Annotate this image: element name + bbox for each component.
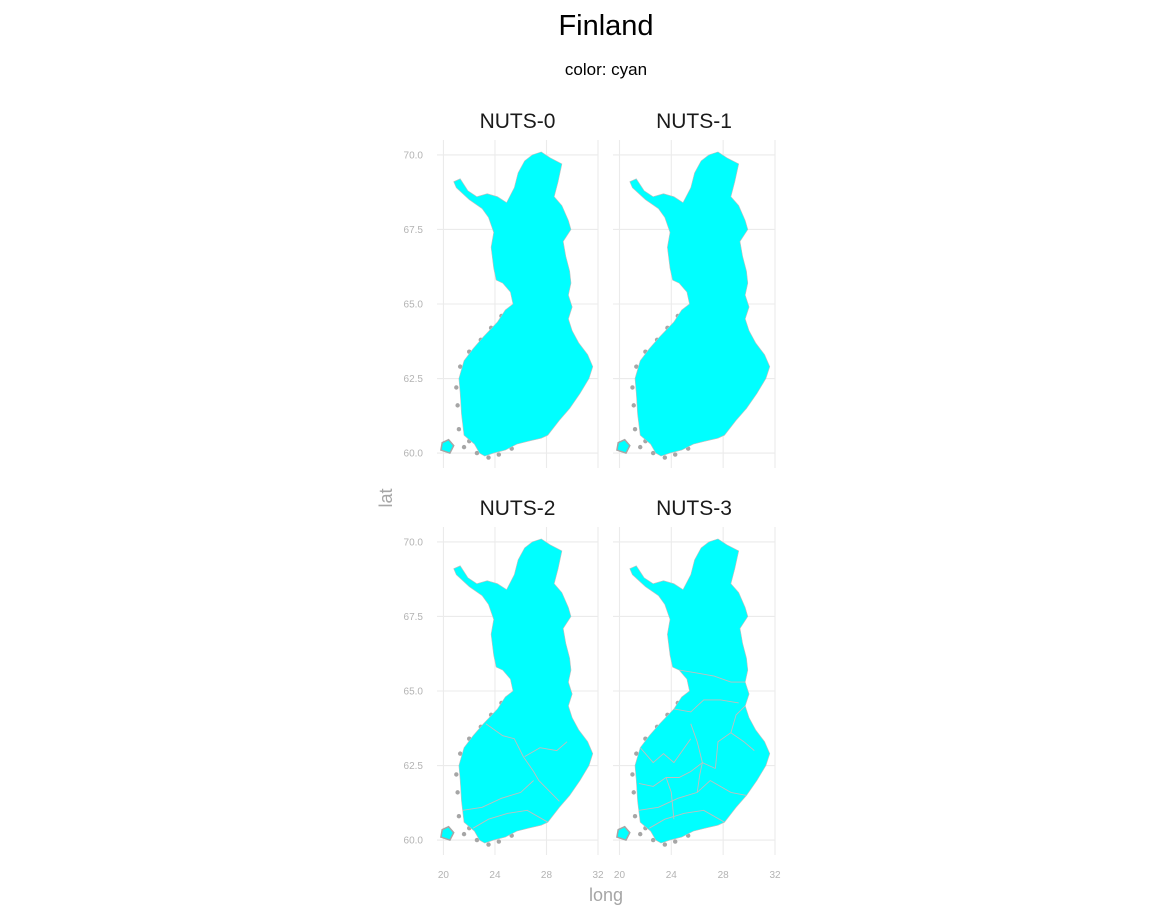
coastal-island — [673, 839, 678, 844]
coastal-island — [632, 427, 638, 432]
coastal-island — [638, 444, 643, 450]
coastal-island — [455, 403, 460, 408]
coastal-island — [474, 450, 480, 456]
coastal-island — [456, 427, 462, 432]
coastal-island — [662, 842, 668, 847]
x-tick-label: 20 — [614, 870, 626, 881]
coastal-island — [461, 444, 467, 450]
facet-strip-label: NUTS-3 — [656, 497, 732, 520]
region-border — [524, 741, 568, 757]
y-tick-label: 65.0 — [404, 300, 424, 311]
map-panel-nuts-3: NUTS-3 20 24 28 32 — [613, 497, 781, 881]
map-panel-nuts-1: NUTS-1 — [613, 110, 776, 468]
coastal-island — [457, 751, 463, 756]
facet-strip-label: NUTS-2 — [480, 497, 556, 520]
region-aland — [616, 825, 631, 842]
region-border — [472, 809, 549, 829]
map-panel-nuts-2: NUTS-2 60.0 62.5 65.0 67.5 70.0 20 24 28 32 — [404, 497, 604, 881]
coastal-island — [454, 772, 459, 777]
region-finland — [453, 151, 594, 457]
coastal-island — [631, 403, 636, 408]
x-tick-label: 24 — [489, 870, 501, 881]
x-tick-label: 32 — [592, 870, 604, 881]
y-tick-label: 62.5 — [404, 761, 424, 772]
chart-subtitle: color: cyan — [564, 60, 648, 79]
coastal-island — [455, 790, 460, 795]
x-tick-label: 24 — [666, 870, 678, 881]
coastal-island — [632, 814, 638, 819]
region-finland — [629, 151, 771, 457]
coastal-island — [673, 452, 678, 457]
x-tick-label: 20 — [438, 870, 450, 881]
y-tick-label: 70.0 — [404, 537, 424, 548]
region-finland — [453, 538, 594, 844]
y-axis-title: lat — [376, 488, 396, 507]
x-tick-label: 28 — [718, 870, 730, 881]
coastal-island — [662, 455, 668, 460]
region-finland — [629, 538, 771, 844]
coastal-island — [474, 837, 480, 843]
y-tick-label: 60.0 — [404, 449, 424, 460]
x-tick-label: 28 — [541, 870, 553, 881]
coastal-island — [496, 839, 502, 844]
region-border — [639, 738, 692, 764]
coastal-island — [457, 364, 463, 369]
coastal-island — [650, 450, 656, 456]
y-tick-label: 67.5 — [404, 612, 424, 623]
region-border — [690, 723, 703, 793]
region-border — [665, 777, 675, 820]
region-aland — [440, 438, 455, 455]
facet-strip-label: NUTS-0 — [480, 110, 556, 133]
coastal-island — [496, 452, 502, 457]
coastal-island — [631, 790, 636, 795]
coastal-island — [634, 751, 639, 756]
region-border — [485, 723, 560, 802]
coastal-island — [630, 772, 635, 777]
map-panel-nuts-0: NUTS-0 60.0 62.5 65.0 67.5 70.0 — [404, 110, 599, 468]
coastal-island — [456, 814, 462, 819]
y-tick-label: 60.0 — [404, 836, 424, 847]
x-axis-title: long — [589, 885, 623, 905]
y-tick-label: 62.5 — [404, 374, 424, 385]
coastal-island — [630, 385, 635, 390]
x-tick-label: 32 — [769, 870, 781, 881]
coastal-island — [486, 842, 491, 847]
region-aland — [616, 438, 631, 455]
chart-title: Finland — [558, 10, 654, 42]
region-border — [679, 669, 746, 683]
y-tick-label: 67.5 — [404, 225, 424, 236]
region-aland — [440, 825, 455, 842]
region-border — [649, 809, 725, 829]
region-border — [730, 732, 755, 751]
y-tick-label: 65.0 — [404, 687, 424, 698]
y-tick-label: 70.0 — [404, 150, 424, 161]
region-border — [673, 699, 739, 713]
region-border — [462, 780, 534, 811]
coastal-island — [650, 837, 656, 843]
coastal-island — [454, 385, 459, 390]
coastal-island — [486, 455, 491, 460]
coastal-island — [634, 364, 639, 369]
coastal-island — [461, 831, 467, 837]
facet-strip-label: NUTS-1 — [656, 110, 732, 133]
coastal-island — [638, 831, 643, 837]
